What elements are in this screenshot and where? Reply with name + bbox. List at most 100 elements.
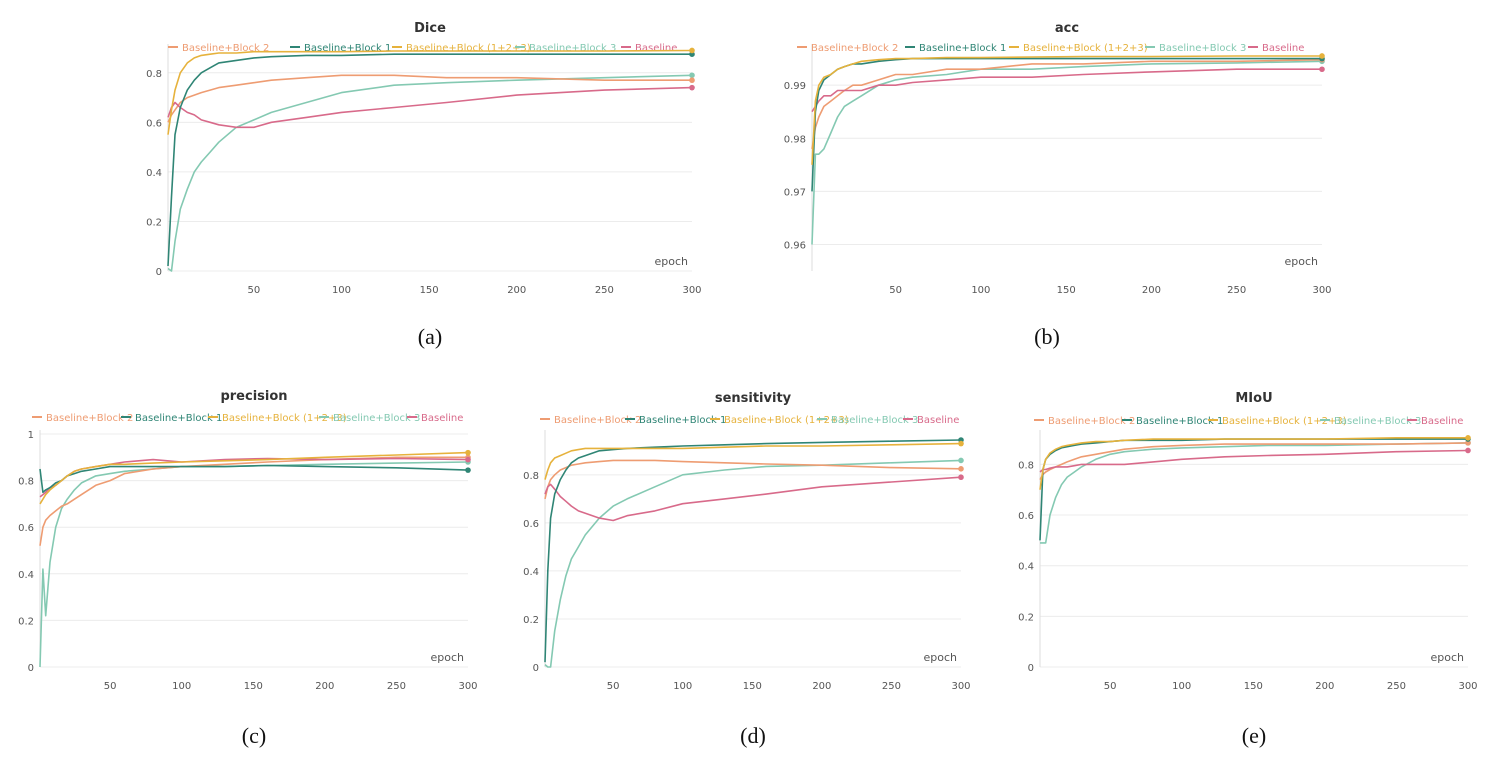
- x-tick-label: 200: [315, 681, 334, 692]
- panel-caption: (e): [1242, 723, 1266, 748]
- x-tick-label: 300: [458, 681, 477, 692]
- legend-item-baseline-block-1-2-3[interactable]: Baseline+Block (1+2+3): [1208, 416, 1347, 427]
- legend-item-baseline-block-1[interactable]: Baseline+Block 1: [121, 413, 222, 424]
- series-line-baseline-block-3: [1040, 442, 1469, 544]
- legend-label: Baseline+Block 3: [1159, 43, 1246, 54]
- x-tick-label: 250: [1227, 285, 1246, 296]
- legend-label: Baseline+Block 2: [811, 43, 898, 54]
- x-tick-label: 250: [387, 681, 406, 692]
- x-tick-label: 100: [332, 285, 351, 296]
- series-endpoint-baseline-block-1: [465, 467, 471, 473]
- y-tick-label: 0.2: [146, 217, 162, 228]
- legend-label: Baseline: [917, 415, 959, 426]
- legend-item-baseline-block-3[interactable]: Baseline+Block 3: [817, 415, 918, 426]
- x-tick-label: 200: [812, 681, 831, 692]
- series-line-baseline-block-3: [544, 459, 962, 668]
- series-line-baseline-block-1: [811, 57, 1322, 192]
- series-endpoint-baseline-block-2: [958, 466, 964, 472]
- chart-panel-sensitivity: 0 0.2 0.4 0.6 0.8 50 100 150 200 250 300 epoch sensi…: [523, 391, 970, 748]
- legend-item-baseline-block-3[interactable]: Baseline+Block 3: [515, 43, 616, 54]
- x-tick-label: 250: [595, 285, 614, 296]
- series-endpoint-baseline: [1319, 66, 1325, 73]
- y-tick-label: 0.4: [146, 168, 162, 179]
- x-tick-label: 50: [248, 285, 261, 296]
- x-tick-label: 50: [889, 285, 902, 296]
- series-line-baseline-block-1: [544, 439, 962, 663]
- y-tick-label: 0: [1028, 663, 1034, 674]
- x-tick-label: 300: [1458, 681, 1477, 692]
- legend-item-baseline-block-1-2-3[interactable]: Baseline+Block (1+2+3): [392, 43, 531, 54]
- legend-item-baseline-block-1-2-3[interactable]: Baseline+Block (1+2+3): [710, 415, 849, 426]
- x-tick-label: 100: [971, 285, 990, 296]
- legend-item-baseline[interactable]: Baseline: [407, 413, 463, 424]
- y-tick-label: 0.6: [523, 519, 539, 530]
- legend-item-baseline-block-3[interactable]: Baseline+Block 3: [1320, 416, 1421, 427]
- y-tick-label: 0.2: [523, 615, 539, 626]
- series-line-baseline: [1039, 449, 1469, 473]
- legend-item-baseline-block-1[interactable]: Baseline+Block 1: [625, 415, 726, 426]
- x-tick-label: 150: [743, 681, 762, 692]
- x-axis-label: epoch: [1431, 651, 1465, 664]
- legend-item-baseline-block-3[interactable]: Baseline+Block 3: [1145, 43, 1246, 54]
- legend-label: Baseline+Block (1+2+3): [406, 43, 531, 54]
- x-tick-label: 150: [420, 285, 439, 296]
- legend-item-baseline-block-2[interactable]: Baseline+Block 2: [1034, 416, 1135, 427]
- legend-item-baseline-block-2[interactable]: Baseline+Block 2: [168, 43, 269, 54]
- legend-label: Baseline+Block 1: [304, 43, 391, 54]
- series-line-baseline-block-2: [544, 459, 962, 500]
- legend-item-baseline-block-2[interactable]: Baseline+Block 2: [797, 43, 898, 54]
- legend-item-baseline[interactable]: Baseline: [903, 415, 959, 426]
- chart-panel-dice: 0 0.2 0.4 0.6 0.8 50 100 150 200 250 300 epoch Dice B…: [146, 21, 701, 349]
- legend-item-baseline-block-1-2-3[interactable]: Baseline+Block (1+2+3): [1009, 43, 1148, 54]
- series-line-baseline: [544, 476, 962, 522]
- legend-item-baseline[interactable]: Baseline: [1407, 416, 1463, 427]
- series-line-baseline-block-1-2-3: [39, 451, 469, 505]
- series-endpoint-baseline: [465, 456, 471, 463]
- legend-item-baseline-block-1[interactable]: Baseline+Block 1: [1122, 416, 1223, 427]
- x-tick-label: 300: [1312, 285, 1331, 296]
- x-tick-label: 200: [1315, 681, 1334, 692]
- chart-panel-miou: 0 0.2 0.4 0.6 0.8 50 100 150 200 250 300 epoch MIoU B…: [1018, 391, 1477, 748]
- legend-item-baseline[interactable]: Baseline: [1248, 43, 1304, 54]
- x-tick-label: 100: [1172, 681, 1191, 692]
- series-line-baseline-block-1: [167, 53, 692, 267]
- legend-item-baseline-block-2[interactable]: Baseline+Block 2: [32, 413, 133, 424]
- series-line-baseline-block-1-2-3: [811, 55, 1322, 165]
- series-line-baseline-block-3: [811, 60, 1323, 245]
- legend-label: Baseline+Block 3: [1334, 416, 1421, 427]
- series-line-baseline-block-1-2-3: [544, 442, 962, 480]
- legend-item-baseline-block-2[interactable]: Baseline+Block 2: [540, 415, 641, 426]
- panel-caption: (d): [740, 723, 766, 748]
- legend-label: Baseline: [635, 43, 677, 54]
- y-tick-label: 0.4: [1018, 562, 1034, 573]
- legend-item-baseline-block-1[interactable]: Baseline+Block 1: [905, 43, 1006, 54]
- y-tick-label: 0.8: [523, 471, 539, 482]
- legend-label: Baseline: [421, 413, 463, 424]
- y-tick-label: 0.98: [784, 134, 806, 145]
- y-tick-label: 0: [533, 663, 539, 674]
- y-tick-label: 0.4: [18, 570, 34, 581]
- legend-label: Baseline+Block 3: [529, 43, 616, 54]
- legend-item-baseline-block-3[interactable]: Baseline+Block 3: [319, 413, 420, 424]
- series-endpoint-baseline-block-1-2-3: [1465, 434, 1471, 441]
- chart-title: precision: [220, 389, 287, 404]
- series-line-baseline: [811, 68, 1322, 113]
- series-endpoint-baseline: [1465, 447, 1471, 454]
- legend-item-baseline-block-1[interactable]: Baseline+Block 1: [290, 43, 391, 54]
- x-tick-label: 50: [104, 681, 117, 692]
- y-tick-label: 0.8: [146, 69, 162, 80]
- y-tick-label: 0.6: [146, 118, 162, 129]
- x-axis-label: epoch: [655, 255, 689, 268]
- legend-label: Baseline+Block 1: [1136, 416, 1223, 427]
- y-tick-label: 0: [28, 663, 34, 674]
- series-endpoint-baseline-block-1-2-3: [465, 449, 471, 456]
- series-line-baseline: [39, 457, 469, 498]
- series-line-baseline-block-1-2-3: [1039, 436, 1468, 490]
- chart-title: Dice: [414, 21, 446, 36]
- panel-caption: (b): [1034, 324, 1060, 349]
- legend-item-baseline-block-1-2-3[interactable]: Baseline+Block (1+2+3): [208, 413, 347, 424]
- chart-title: sensitivity: [715, 391, 792, 406]
- legend-item-baseline[interactable]: Baseline: [621, 43, 677, 54]
- series-line-baseline-block-2: [39, 456, 468, 546]
